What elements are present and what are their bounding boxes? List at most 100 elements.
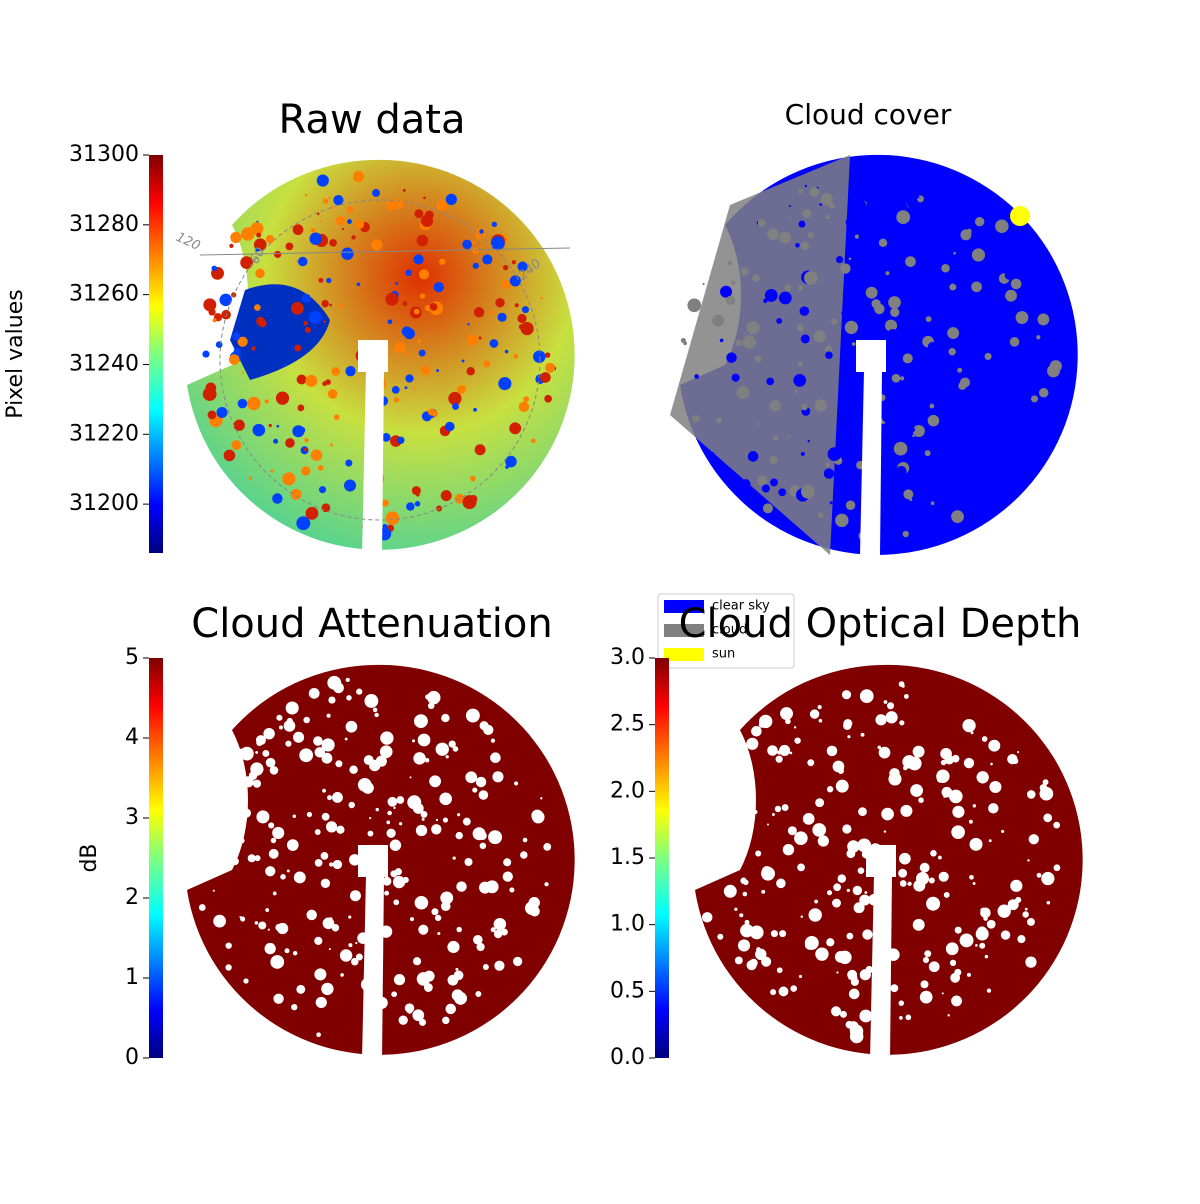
- texture-dot: [829, 501, 833, 505]
- texture-dot: [746, 321, 760, 335]
- texture-dot: [544, 394, 552, 403]
- texture-dot: [394, 342, 406, 354]
- texture-dot: [393, 974, 406, 986]
- texture-dot: [916, 380, 924, 389]
- texture-dot: [442, 1016, 450, 1025]
- texture-dot: [912, 745, 925, 758]
- colorbar-tick-label: 2.0: [610, 778, 645, 803]
- texture-dot: [735, 761, 748, 775]
- texture-dot: [776, 317, 783, 324]
- texture-dot: [396, 796, 405, 804]
- texture-dot: [425, 305, 432, 312]
- texture-dot: [974, 217, 985, 227]
- texture-dot: [478, 336, 482, 340]
- texture-dot: [310, 449, 323, 461]
- texture-dot: [275, 391, 290, 405]
- texture-dot: [332, 859, 343, 870]
- texture-dot: [274, 250, 282, 259]
- texture-dot: [228, 354, 240, 365]
- texture-dot: [305, 374, 318, 387]
- texture-dot: [1041, 871, 1055, 886]
- texture-dot: [731, 848, 741, 858]
- texture-dot: [241, 371, 244, 374]
- texture-dot: [742, 335, 757, 349]
- texture-dot: [314, 829, 321, 835]
- texture-dot: [491, 221, 497, 227]
- texture-dot: [1000, 930, 1011, 940]
- texture-dot: [306, 811, 313, 818]
- texture-dot: [231, 825, 240, 834]
- texture-dot: [414, 714, 428, 729]
- texture-dot: [291, 1004, 298, 1011]
- texture-dot: [947, 327, 960, 340]
- texture-dot: [890, 984, 899, 993]
- texture-dot: [391, 385, 400, 394]
- texture-dot: [848, 850, 854, 856]
- legend-swatch: [664, 624, 704, 637]
- texture-dot: [278, 725, 283, 730]
- texture-dot: [276, 424, 280, 428]
- texture-dot: [794, 831, 808, 845]
- mask-block: [866, 845, 896, 877]
- texture-dot: [848, 257, 852, 261]
- texture-dot: [815, 798, 825, 808]
- texture-dot: [265, 757, 276, 768]
- texture-dot: [190, 807, 204, 821]
- texture-dot: [823, 468, 835, 479]
- texture-dot: [202, 387, 217, 401]
- texture-dot: [469, 475, 476, 482]
- texture-dot: [434, 914, 442, 922]
- texture-dot: [247, 396, 261, 411]
- texture-dot: [299, 748, 314, 763]
- texture-dot: [411, 486, 421, 496]
- texture-dot: [273, 993, 284, 1004]
- texture-dot: [721, 828, 725, 832]
- texture-dot: [782, 844, 795, 856]
- texture-dot: [303, 447, 308, 452]
- texture-dot: [1017, 751, 1020, 754]
- texture-dot: [788, 215, 791, 218]
- panel-title: Cloud Optical Depth: [679, 601, 1082, 647]
- texture-dot: [795, 242, 800, 248]
- legend-swatch: [664, 648, 704, 661]
- texture-dot: [497, 312, 507, 322]
- texture-dot: [329, 303, 332, 307]
- texture-dot: [951, 825, 965, 839]
- texture-dot: [979, 942, 986, 949]
- texture-dot: [840, 263, 851, 274]
- texture-dot: [405, 269, 412, 277]
- texture-dot: [290, 301, 304, 315]
- texture-dot: [844, 320, 859, 335]
- texture-dot: [222, 764, 237, 778]
- texture-dot: [303, 716, 310, 724]
- texture-dot: [387, 319, 393, 325]
- texture-dot: [384, 890, 390, 896]
- texture-dot: [854, 234, 859, 239]
- texture-dot: [412, 1009, 425, 1022]
- mask-wedge: [860, 370, 882, 555]
- texture-dot: [345, 366, 356, 377]
- texture-dot: [859, 201, 867, 208]
- texture-dot: [1009, 366, 1012, 369]
- texture-dot: [1005, 289, 1017, 302]
- sun-marker: [1010, 206, 1030, 226]
- texture-dot: [328, 948, 331, 951]
- texture-dot: [1016, 395, 1031, 410]
- texture-dot: [761, 865, 772, 877]
- texture-dot: [440, 490, 452, 502]
- texture-dot: [380, 731, 394, 745]
- texture-dot: [472, 247, 479, 255]
- texture-dot: [213, 914, 226, 928]
- texture-dot: [988, 739, 1001, 752]
- texture-dot: [1036, 335, 1041, 340]
- texture-dot: [386, 200, 396, 211]
- texture-dot: [746, 737, 759, 750]
- texture-dot: [898, 868, 908, 878]
- texture-dot: [853, 902, 865, 914]
- texture-dot: [348, 801, 355, 809]
- texture-dot: [258, 921, 267, 930]
- texture-dot: [272, 826, 285, 840]
- texture-dot: [188, 846, 200, 858]
- texture-dot: [292, 224, 304, 236]
- texture-dot: [754, 355, 762, 363]
